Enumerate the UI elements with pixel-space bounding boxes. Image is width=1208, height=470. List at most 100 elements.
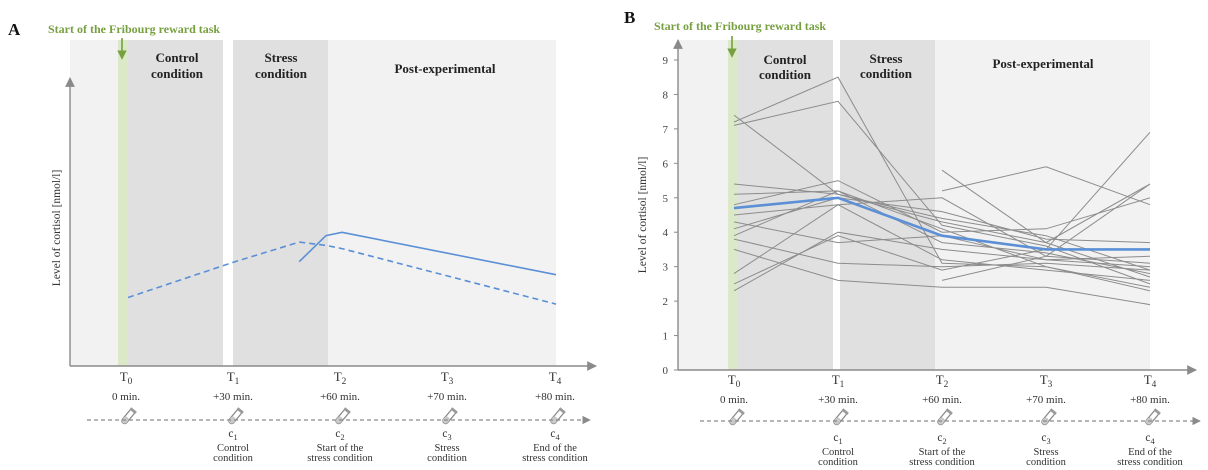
timepoint-minutes-0: 0 min.: [112, 391, 140, 403]
y-tick-label-b: 9: [663, 55, 669, 67]
individual-line-6: [733, 180, 1151, 233]
timepoint-minutes-2: +60 min.: [320, 391, 360, 403]
stress-label-b-l2: condition: [860, 66, 913, 81]
timepoint-label-1: T1: [227, 369, 240, 387]
stress-region-a: [233, 40, 328, 366]
stress-label-a-l2: condition: [255, 66, 308, 81]
panel-a-label: A: [8, 20, 21, 39]
y-tick-label-b: 7: [663, 124, 669, 136]
y-tick-label-b: 3: [663, 262, 669, 274]
y-axis-label-a: Level of cortisol [nmol/l]: [51, 170, 63, 287]
sample-desc-3-0: Stress: [1033, 447, 1058, 458]
sample-tube-icon: [441, 407, 459, 426]
y-tick-label-b: 1: [663, 331, 669, 343]
sample-desc-4-1: stress condition: [1117, 457, 1183, 468]
sample-desc-1-0: Control: [822, 447, 854, 458]
sample-label-1: c1: [228, 428, 237, 442]
control-region-b: [728, 40, 833, 370]
sample-label-2: c2: [335, 428, 344, 442]
timepoint-label-2: T2: [334, 369, 347, 387]
sample-tube-icon: [334, 407, 352, 426]
start-task-label-a: Start of the Fribourg reward task: [48, 22, 220, 36]
timepoint-label-3: T3: [441, 369, 454, 387]
series-line-a-dashed: [127, 241, 557, 305]
sample-label-3: c3: [1041, 432, 1050, 446]
post-label-b: Post-experimental: [992, 56, 1093, 71]
individual-line-18: [941, 183, 1151, 281]
y-ticks-b: 0 1 2 3 4 5 6 7 8 9: [663, 55, 678, 377]
sample-desc-4-1: stress condition: [522, 453, 588, 464]
individual-line-16: [941, 169, 1151, 244]
timepoint-minutes-1: +30 min.: [213, 391, 253, 403]
individual-line-4: [733, 183, 1151, 271]
mean-line: [733, 196, 1150, 251]
individual-line-13: [733, 204, 1151, 281]
panel-b-label: B: [624, 8, 635, 27]
panel-b: B Start of the Fribourg reward task Cont…: [624, 8, 1201, 468]
sample-tube-icon: [728, 408, 746, 427]
sample-tube-icon: [120, 407, 138, 426]
y-tick-label-b: 2: [663, 296, 669, 308]
sample-tube-icon: [1040, 408, 1058, 427]
individual-line-15: [733, 231, 1151, 292]
y-tick-label-b: 5: [663, 193, 669, 205]
sample-desc-4-0: End of the: [1128, 447, 1172, 458]
individual-line-9: [733, 197, 1151, 244]
y-axis-label-b: Level of cortisol [nmol/l]: [637, 157, 649, 274]
timepoint-minutes-1: +30 min.: [818, 394, 858, 406]
control-label-a-l1: Control: [155, 50, 198, 65]
timepoint-label-4: T4: [549, 369, 562, 387]
timepoint-label-0: T0: [728, 372, 741, 390]
timepoint-label-2: T2: [936, 372, 949, 390]
y-tick-label-b: 4: [663, 227, 669, 239]
individual-line-17: [941, 166, 1151, 206]
sample-desc-3-1: condition: [427, 453, 467, 464]
sample-tube-icon: [549, 407, 567, 426]
y-tick-label-b: 6: [663, 158, 669, 170]
series-line-a-solid: [298, 231, 557, 276]
timepoint-label-1: T1: [832, 372, 845, 390]
timepoint-minutes-2: +60 min.: [922, 394, 962, 406]
sample-desc-1-1: condition: [213, 453, 253, 464]
sample-tube-icon: [832, 408, 850, 427]
stress-label-b-l1: Stress: [870, 51, 903, 66]
individual-line-5: [733, 190, 1151, 292]
individual-line-10: [733, 190, 1151, 275]
timepoint-label-0: T0: [120, 369, 133, 387]
control-label-a-l2: condition: [151, 66, 204, 81]
sample-label-3: c3: [442, 428, 451, 442]
start-task-band-b: [728, 40, 738, 370]
sample-desc-3-0: Stress: [434, 443, 459, 454]
sample-desc-2-0: Start of the: [317, 443, 364, 454]
sample-label-4: c4: [1145, 432, 1154, 446]
timepoint-label-3: T3: [1040, 372, 1053, 390]
timepoint-minutes-4: +80 min.: [535, 391, 575, 403]
timepoint-minutes-4: +80 min.: [1130, 394, 1170, 406]
timepoints-b: T0 0 min. T1 +30 min. T2 +60 min. T3 +70 min. T4…: [700, 372, 1201, 468]
sample-label-2: c2: [937, 432, 946, 446]
timepoint-minutes-3: +70 min.: [1026, 394, 1066, 406]
timepoint-minutes-0: 0 min.: [720, 394, 748, 406]
sample-desc-3-1: condition: [1026, 457, 1066, 468]
sample-desc-4-0: End of the: [533, 443, 577, 454]
control-region-a: [118, 40, 223, 366]
post-label-a: Post-experimental: [394, 61, 495, 76]
sample-label-1: c1: [833, 432, 842, 446]
sample-tube-icon: [936, 408, 954, 427]
sample-desc-2-1: stress condition: [909, 457, 975, 468]
mean-series-b: [733, 196, 1150, 251]
timepoint-minutes-3: +70 min.: [427, 391, 467, 403]
timepoints-a: T0 0 min. T1 +30 min. T2 +60 min. T3 +70 min. T4…: [87, 369, 591, 464]
timepoint-label-4: T4: [1144, 372, 1157, 390]
individual-series-b: [733, 76, 1151, 306]
individual-line-1: [733, 114, 1151, 278]
start-task-label-b: Start of the Fribourg reward task: [654, 19, 826, 33]
stress-label-a-l1: Stress: [265, 50, 298, 65]
sample-label-4: c4: [550, 428, 559, 442]
individual-line-11: [733, 238, 1151, 271]
sample-desc-2-1: stress condition: [307, 453, 373, 464]
start-task-band-a: [118, 40, 128, 366]
panel-a: A Start of the Fribourg reward task Cont…: [8, 20, 597, 464]
gap-region-a: [223, 40, 233, 366]
